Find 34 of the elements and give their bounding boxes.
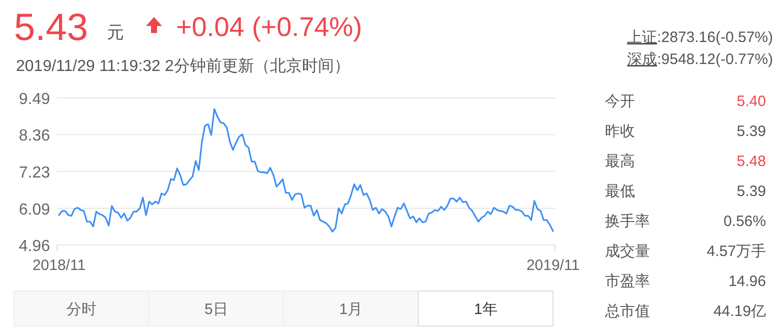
text: 最高 bbox=[605, 153, 635, 170]
y-tick-label: 8.36 bbox=[18, 128, 50, 145]
text: 最低 bbox=[605, 183, 635, 200]
text: 上证:2873.16(-0.57%) bbox=[627, 29, 774, 46]
text: 0.56% bbox=[723, 213, 766, 230]
text: 1年 bbox=[474, 301, 498, 318]
text: 元 bbox=[107, 23, 124, 42]
y-tick-label: 7.23 bbox=[18, 164, 50, 182]
text: 5.43 bbox=[14, 7, 88, 49]
text: +0.04 (+0.74%) bbox=[176, 12, 362, 42]
text: 换手率 bbox=[605, 213, 650, 230]
y-tick-label: 4.96 bbox=[18, 238, 50, 255]
text: 昨收 bbox=[605, 123, 635, 140]
text: 深成:9548.12(-0.77%) bbox=[627, 51, 774, 68]
text: 总市值 bbox=[604, 303, 650, 320]
text: 5.39 bbox=[736, 123, 766, 140]
x-tick-label: 2018/11 bbox=[32, 257, 86, 274]
y-tick-label: 9.49 bbox=[18, 91, 50, 108]
text: 44.19亿 bbox=[713, 303, 766, 320]
text: 5.48 bbox=[736, 153, 766, 170]
text: 14.96 bbox=[728, 273, 766, 290]
text: 5.40 bbox=[736, 93, 766, 110]
text: 2019/11/29 11:19:32 2分钟前更新（北京时间） bbox=[16, 57, 350, 75]
text: 5.39 bbox=[736, 183, 766, 200]
x-tick-label: 2019/11 bbox=[526, 257, 580, 274]
y-tick-label: 6.09 bbox=[18, 201, 50, 218]
text: 分时 bbox=[66, 301, 96, 318]
text: 5日 bbox=[204, 301, 228, 318]
text: 成交量 bbox=[605, 243, 650, 260]
text: 4.57万手 bbox=[706, 243, 766, 260]
text: 市盈率 bbox=[605, 273, 650, 290]
text: 1月 bbox=[339, 301, 363, 318]
text: 今开 bbox=[605, 93, 635, 110]
line-series bbox=[58, 108, 554, 232]
